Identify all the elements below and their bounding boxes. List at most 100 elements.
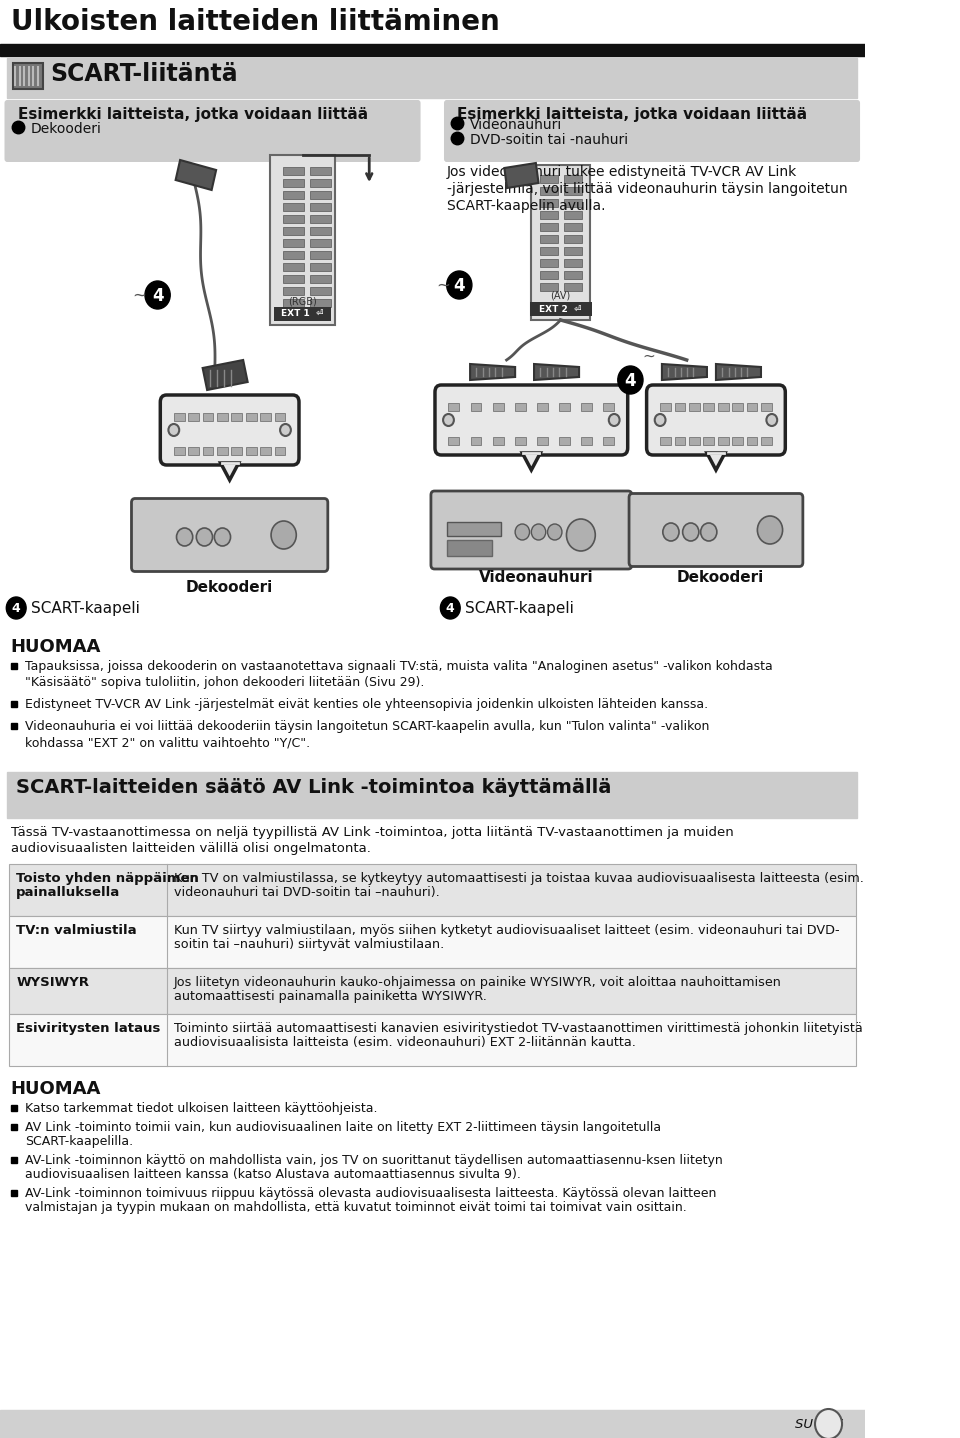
Bar	[447, 522, 501, 536]
Bar	[559, 403, 570, 411]
Circle shape	[757, 516, 782, 544]
Circle shape	[815, 1409, 842, 1438]
Circle shape	[609, 414, 619, 426]
Text: kohdassa "EXT 2" on valittu vaihtoehto "Y/C".: kohdassa "EXT 2" on valittu vaihtoehto "…	[25, 736, 310, 749]
Text: ~: ~	[132, 288, 147, 305]
Text: SCART-laitteiden säätö AV Link -toimintoa käyttämällä: SCART-laitteiden säätö AV Link -toiminto…	[16, 778, 612, 797]
Circle shape	[655, 414, 665, 426]
Bar	[203, 447, 213, 454]
Bar	[540, 247, 559, 255]
Text: DVD-soitin tai -nauhuri: DVD-soitin tai -nauhuri	[470, 132, 628, 147]
Circle shape	[168, 424, 180, 436]
Text: 4: 4	[453, 278, 465, 295]
Text: Tässä TV-vastaanottimessa on neljä tyypillistä AV Link -toimintoa, jotta liitänt: Tässä TV-vastaanottimessa on neljä tyypi…	[11, 825, 733, 838]
Bar	[581, 437, 592, 444]
Polygon shape	[716, 364, 761, 380]
Text: Dekooderi: Dekooderi	[186, 580, 274, 595]
FancyBboxPatch shape	[435, 385, 628, 454]
Text: SCART-kaapelilla.: SCART-kaapelilla.	[25, 1135, 133, 1148]
Bar	[537, 437, 548, 444]
Bar	[492, 437, 504, 444]
Bar	[470, 437, 481, 444]
Bar	[732, 437, 743, 444]
Text: Dekooderi: Dekooderi	[31, 122, 102, 137]
Text: -järjestelmiä, voit liittää videonauhurin täysin langoitetun: -järjestelmiä, voit liittää videonauhuri…	[446, 183, 848, 196]
Text: EXT 1  ⏎: EXT 1 ⏎	[281, 309, 324, 318]
Bar	[0, 1411, 865, 1438]
Bar	[564, 234, 582, 243]
Bar	[174, 413, 184, 421]
Text: 4: 4	[625, 372, 636, 390]
Text: Edistyneet TV-VCR AV Link -järjestelmät eivät kenties ole yhteensopivia joidenki: Edistyneet TV-VCR AV Link -järjestelmät …	[25, 697, 708, 710]
Polygon shape	[707, 453, 725, 470]
Text: Esiviritysten lataus: Esiviritysten lataus	[16, 1022, 160, 1035]
Bar	[310, 239, 331, 247]
Polygon shape	[662, 364, 707, 380]
Text: Videonauhuri: Videonauhuri	[470, 118, 563, 132]
Text: audiovisuaalisista laitteista (esim. videonauhuri) EXT 2-liitännän kautta.: audiovisuaalisista laitteista (esim. vid…	[174, 1035, 636, 1048]
Bar	[470, 403, 481, 411]
Bar	[540, 234, 559, 243]
Text: 4: 4	[445, 603, 455, 615]
Text: AV-Link -toiminnon käyttö on mahdollista vain, jos TV on suorittanut täydellisen: AV-Link -toiminnon käyttö on mahdollista…	[25, 1155, 723, 1168]
Bar	[675, 403, 685, 411]
Bar	[8, 772, 857, 818]
Text: ~: ~	[436, 278, 450, 295]
Circle shape	[7, 597, 26, 618]
Bar	[515, 403, 526, 411]
Polygon shape	[176, 160, 216, 190]
Text: valmistajan ja tyypin mukaan on mahdollista, että kuvatut toiminnot eivät toimi : valmistajan ja tyypin mukaan on mahdolli…	[25, 1201, 687, 1214]
Bar	[564, 270, 582, 279]
Bar	[275, 413, 285, 421]
Bar	[283, 227, 304, 234]
Bar	[9, 1014, 855, 1066]
Bar	[581, 403, 592, 411]
Text: EXT 2  ⏎: EXT 2 ⏎	[540, 305, 582, 313]
FancyBboxPatch shape	[431, 490, 632, 569]
Bar	[747, 403, 757, 411]
Text: Kun TV on valmiustilassa, se kytkeytyy automaattisesti ja toistaa kuvaa audiovis: Kun TV on valmiustilassa, se kytkeytyy a…	[174, 871, 864, 884]
Bar	[564, 211, 582, 219]
Bar	[540, 198, 559, 207]
Bar	[217, 447, 228, 454]
Text: (RGB): (RGB)	[288, 298, 317, 306]
Bar	[283, 299, 304, 306]
Bar	[761, 403, 772, 411]
Bar	[540, 259, 559, 267]
Bar	[540, 175, 559, 183]
Bar	[9, 864, 855, 916]
Bar	[310, 203, 331, 211]
Text: Esimerkki laitteista, jotka voidaan liittää: Esimerkki laitteista, jotka voidaan liit…	[18, 106, 368, 122]
Text: (AV): (AV)	[550, 290, 571, 301]
Text: painalluksella: painalluksella	[16, 886, 120, 899]
Circle shape	[516, 523, 530, 541]
Text: Kun TV siirtyy valmiustilaan, myös siihen kytketyt audiovisuaaliset laitteet (es: Kun TV siirtyy valmiustilaan, myös siihe…	[174, 925, 839, 938]
Circle shape	[197, 528, 212, 546]
Bar	[9, 916, 855, 968]
Bar	[188, 447, 199, 454]
Bar	[275, 447, 285, 454]
Bar	[310, 216, 331, 223]
FancyBboxPatch shape	[132, 499, 327, 571]
Bar	[310, 299, 331, 306]
Bar	[310, 227, 331, 234]
Bar	[604, 437, 614, 444]
Text: Jos videonauhuri tukee edistyneitä TV-VCR AV Link: Jos videonauhuri tukee edistyneitä TV-VC…	[446, 165, 797, 178]
Bar	[12, 63, 43, 89]
Bar	[231, 447, 242, 454]
Bar	[515, 437, 526, 444]
Circle shape	[547, 523, 562, 541]
Text: Videonauhuri: Videonauhuri	[478, 569, 593, 585]
Circle shape	[271, 521, 297, 549]
Bar	[540, 211, 559, 219]
Circle shape	[145, 280, 170, 309]
FancyBboxPatch shape	[444, 101, 860, 162]
Text: SCART-kaapeli: SCART-kaapeli	[465, 601, 573, 615]
Bar	[283, 288, 304, 295]
Bar	[0, 45, 865, 56]
Circle shape	[446, 270, 472, 299]
Bar	[310, 252, 331, 259]
Text: SU - 17: SU - 17	[796, 1418, 844, 1431]
Bar	[564, 259, 582, 267]
Bar	[564, 198, 582, 207]
